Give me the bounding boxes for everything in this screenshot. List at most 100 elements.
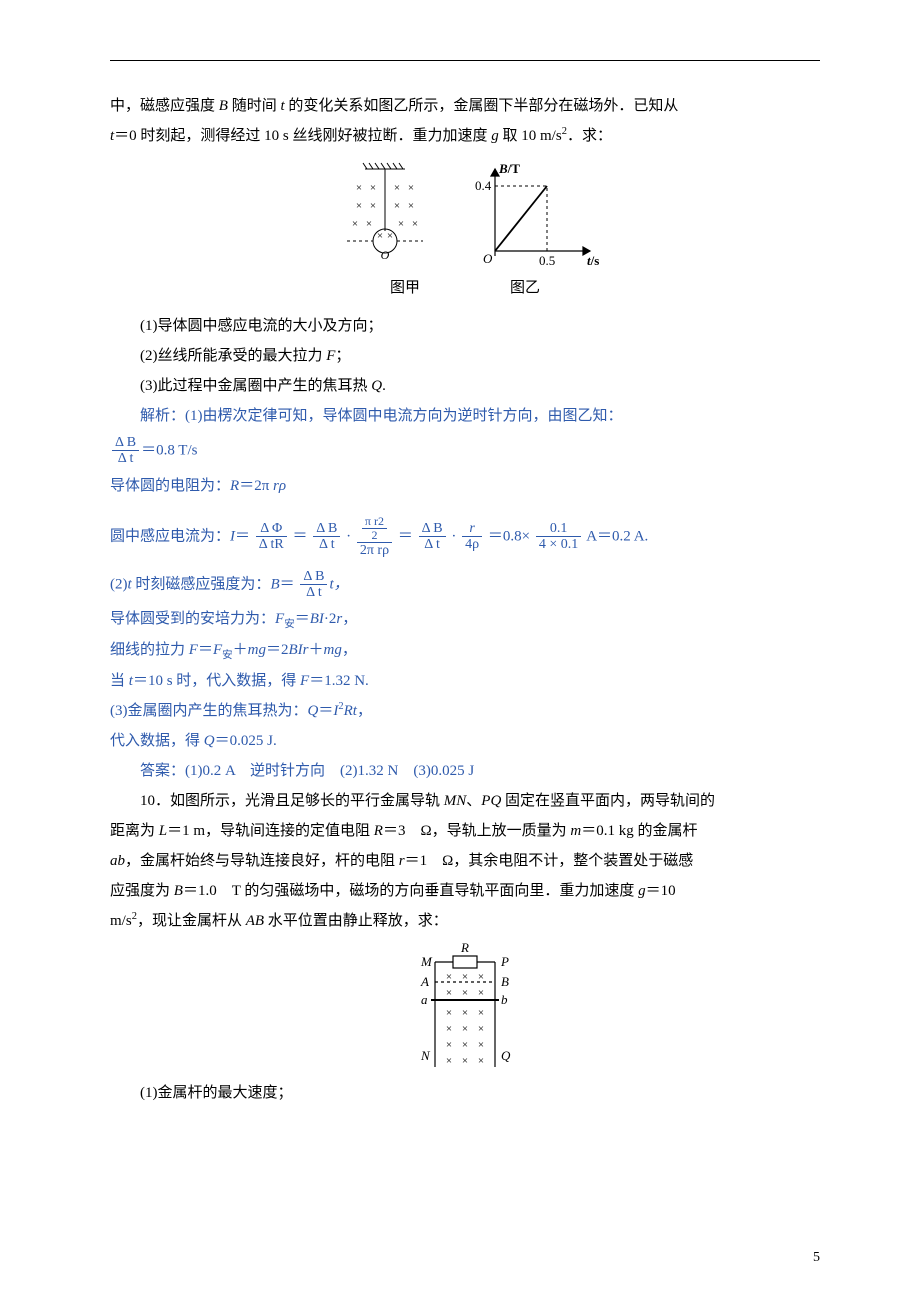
var-Fa: F [213,642,222,658]
text: ＝10 s 时，代入数据，得 [133,673,300,689]
var-r: r [269,478,279,494]
top-rule [110,60,820,61]
var-mg: mg [248,642,266,658]
text: 时刻磁感应强度为： [132,576,271,592]
text: 固定在竖直平面内，两导轨间的 [501,793,715,809]
intro-line-2: t＝0 时刻起，测得经过 10 s 丝线刚好被拉断．重力加速度 g 取 10 m… [110,121,820,151]
text: 距离为 [110,823,159,839]
var-B: B [174,883,183,899]
sub-an: 安 [222,650,233,661]
var-Q: Q [308,703,319,719]
origin-label: O [483,251,493,266]
var-PQ: PQ [481,793,501,809]
lbl-M: M [420,954,433,969]
p10-l3: ab，金属杆始终与导轨连接良好，杆的电阻 r＝1 Ω，其余电阻不计，整个装置处于… [110,846,820,876]
svg-text:×: × [412,218,418,230]
lbl-Q: Q [501,1048,511,1063]
text: (2)丝线所能承受的最大拉力 [140,348,326,364]
text: 中，磁感应强度 [110,98,219,114]
var-ab: ab [110,853,125,869]
eq: ＝ [398,528,413,544]
ans-head: 答案： [140,763,185,779]
text: ＝1.0 T 的匀强磁场中，磁场的方向垂直导轨平面向里．重力加速度 [183,883,638,899]
text: 取 10 m/s [499,128,562,144]
frac-dBdt-2: Δ BΔ t [300,569,327,601]
text: 细线的拉力 [110,642,189,658]
svg-text:×: × [356,182,362,194]
intro-line-1: 中，磁感应强度 B 随时间 t 的变化关系如图乙所示，金属圈下半部分在磁场外．已… [110,91,820,121]
dot: · [451,528,456,544]
frac-4: Δ BΔ t [419,521,446,553]
var-Fa: F [275,611,284,627]
q3: (3)此过程中金属圈中产生的焦耳热 Q. [110,371,820,401]
answer: 答案：(1)0.2 A 逆时针方向 (2)1.32 N (3)0.025 J [110,756,820,786]
ans-body: (1)0.2 A 逆时针方向 (2)1.32 N (3)0.025 J [185,763,474,779]
svg-text:×: × [366,218,372,230]
var-rho: ρ [279,478,286,494]
text: ，现让金属杆从 [137,913,246,929]
svg-text:×: × [446,1007,452,1019]
lbl-b: b [501,992,508,1007]
sub-an: 安 [284,619,295,630]
text: ＝2π [239,478,269,494]
svg-text:×: × [478,1039,484,1051]
var-R: R [374,823,383,839]
figure-captions: 图甲 图乙 [110,273,820,303]
svg-text:B/T: B/T [498,161,520,176]
sol-3: (2)t 时刻磁感应强度为：B＝ Δ BΔ tt， [110,569,820,601]
page: 中，磁感应强度 B 随时间 t 的变化关系如图乙所示，金属圈下半部分在磁场外．已… [0,0,920,1302]
frac-5: r4ρ [462,521,482,553]
p10-figure-wrap: ××× ××× ××× ××× ××× ××× R M P A B a b N … [110,942,820,1072]
eq: ＝ [235,528,250,544]
svg-text:×: × [408,182,414,194]
svg-text:×: × [478,971,484,983]
sol-2-I: 圆中感应电流为：I＝ Δ ΦΔ tR ＝ Δ BΔ t · π r22 2π r… [110,515,820,559]
svg-text:×: × [462,1023,468,1035]
svg-text:×: × [446,1055,452,1067]
text: ＝10 [646,883,676,899]
text: (3)金属圈内产生的焦耳热为： [110,703,308,719]
text: ＝2 [266,642,289,658]
svg-text:×: × [478,987,484,999]
sol-1-frac: Δ B Δ t ＝0.8 T/s [110,435,820,467]
text: ， [357,703,372,719]
frac-3: π r22 2π rρ [357,515,392,559]
text: ＝0 时刻起，测得经过 10 s 丝线刚好被拉断．重力加速度 [114,128,491,144]
text: ，金属杆始终与导轨连接良好，杆的电阻 [125,853,399,869]
text: ＝0.8× [488,528,530,544]
text: ．求： [567,128,612,144]
text: ＝3 Ω，导轨上放一质量为 [383,823,570,839]
text: 的变化关系如图乙所示，金属圈下半部分在磁场外．已知从 [285,98,679,114]
var-mg: mg [324,642,342,658]
svg-text:×: × [394,182,400,194]
text: 导体圆受到的安培力为： [110,611,275,627]
p10-l1: 10．如图所示，光滑且足够长的平行金属导轨 MN、PQ 固定在竖直平面内，两导轨… [110,786,820,816]
svg-text:×: × [462,971,468,983]
text: 代入数据，得 [110,733,204,749]
caption-yi: 图乙 [510,273,540,303]
svg-text:×: × [446,1039,452,1051]
text: 10．如图所示，光滑且足够长的平行金属导轨 [140,793,444,809]
sol-1: 解析：(1)由楞次定律可知，导体圆中电流方向为逆时针方向，由图乙知： [110,401,820,431]
text: ＝1.32 N. [309,673,369,689]
svg-text:×: × [462,1055,468,1067]
text: ＝1 Ω，其余电阻不计，整个装置处于磁感 [405,853,694,869]
svg-text:×: × [352,218,358,230]
x-tick: 0.5 [539,253,555,268]
text: 当 [110,673,129,689]
var-B: B [219,98,228,114]
text: ＝0.1 kg 的金属杆 [581,823,697,839]
text: 水平位置由静止释放，求： [264,913,448,929]
svg-text:×: × [478,1023,484,1035]
sol-6: 当 t＝10 s 时，代入数据，得 F＝1.32 N. [110,666,820,696]
frac-2: Δ BΔ t [313,521,340,553]
var-Q: Q [204,733,215,749]
text: (2) [110,576,128,592]
text: ＝ [280,576,295,592]
var-R: R [230,478,239,494]
svg-text:×: × [462,987,468,999]
lbl-P: P [500,954,509,969]
var-g: g [638,883,646,899]
text: 、 [466,793,481,809]
text: . [382,378,386,394]
